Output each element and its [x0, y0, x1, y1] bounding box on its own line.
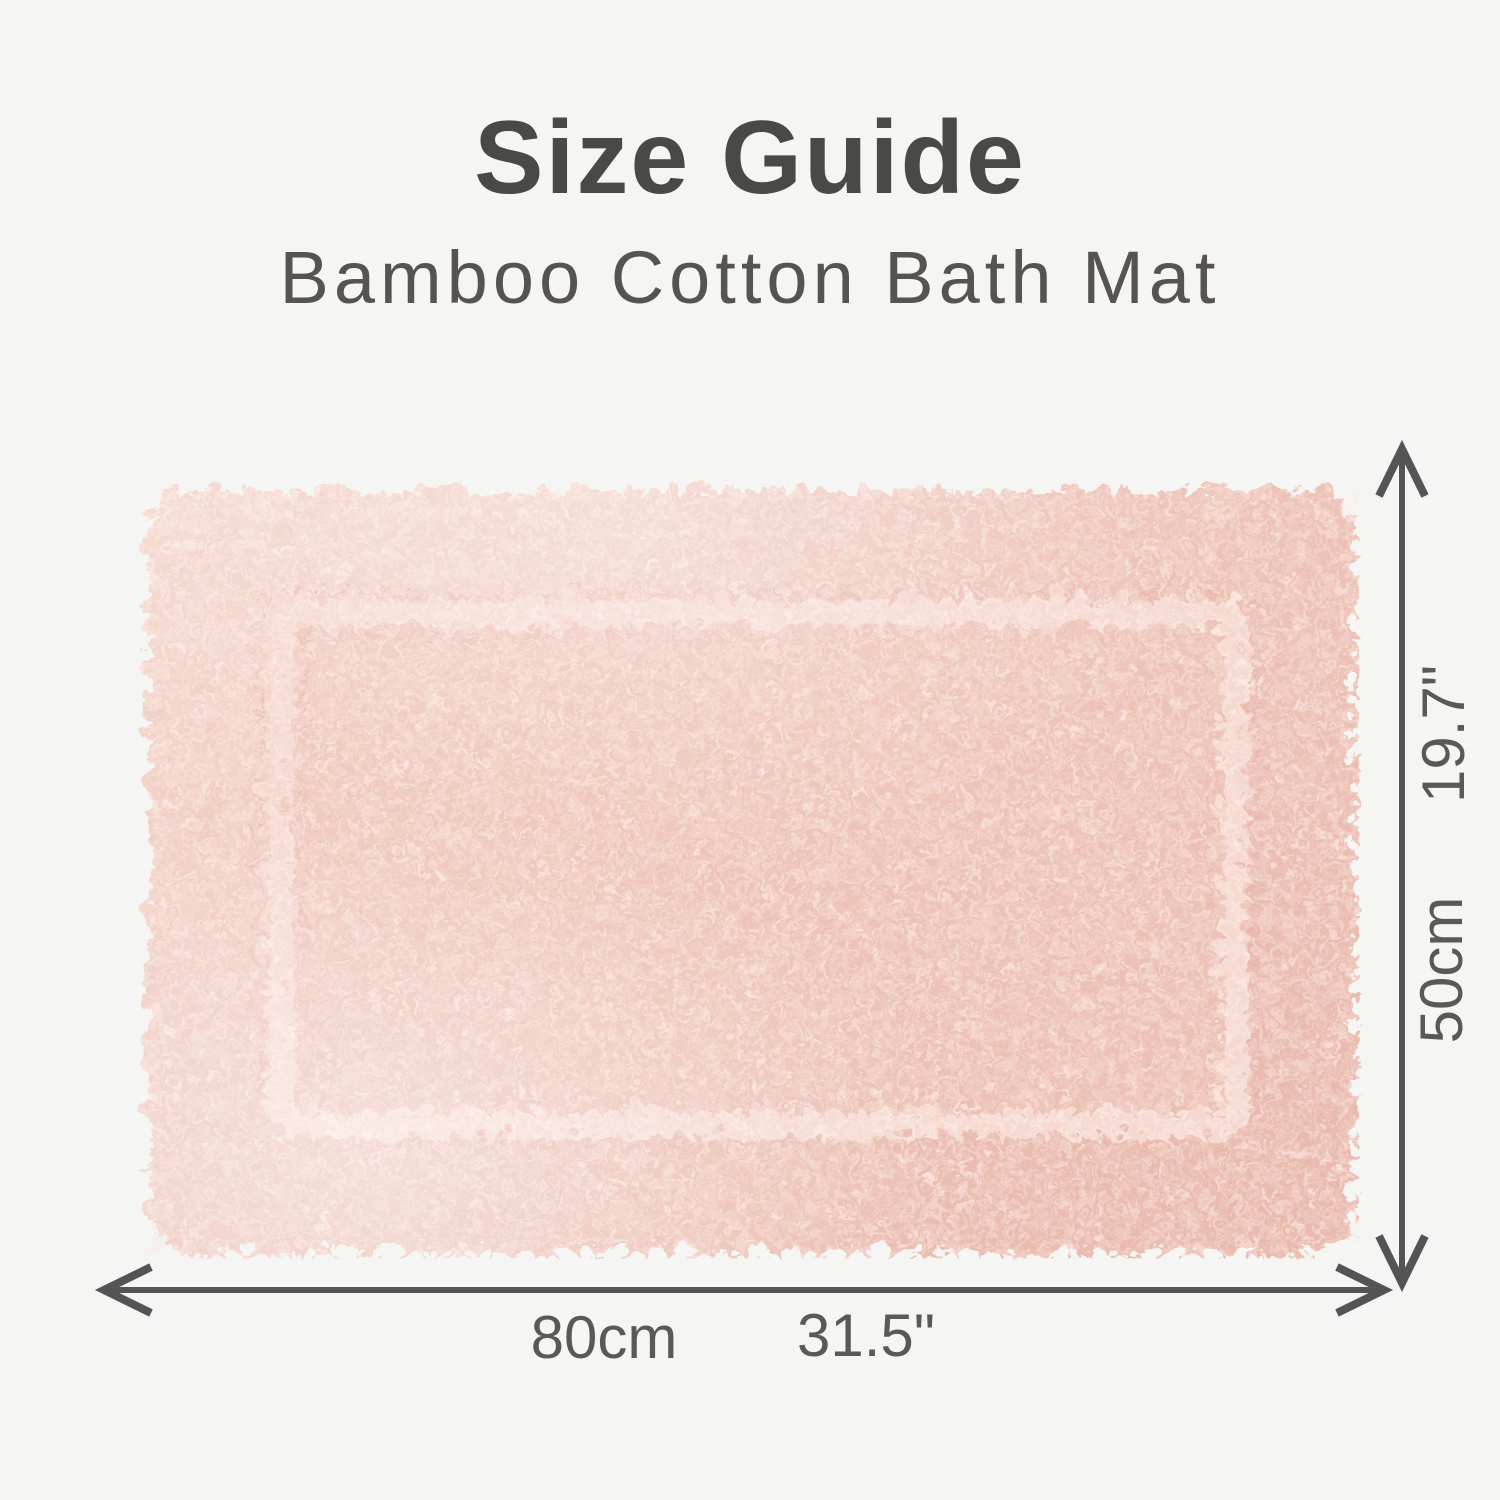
bath-mat-image	[114, 458, 1376, 1274]
page-title: Size Guide	[474, 100, 1026, 216]
width-label-cm: 80cm	[530, 1304, 678, 1371]
width-dimension-arrow-icon	[94, 1263, 1394, 1317]
height-dimension-arrow-icon	[1375, 439, 1429, 1293]
height-label-inches: 19.7"	[1410, 664, 1477, 804]
width-label-inches: 31.5"	[796, 1302, 936, 1369]
mat-fluffy-body	[142, 484, 1348, 1246]
height-label-cm: 50cm	[1408, 896, 1475, 1044]
page-subtitle: Bamboo Cotton Bath Mat	[279, 236, 1221, 319]
bath-mat-illustration	[142, 484, 1348, 1246]
